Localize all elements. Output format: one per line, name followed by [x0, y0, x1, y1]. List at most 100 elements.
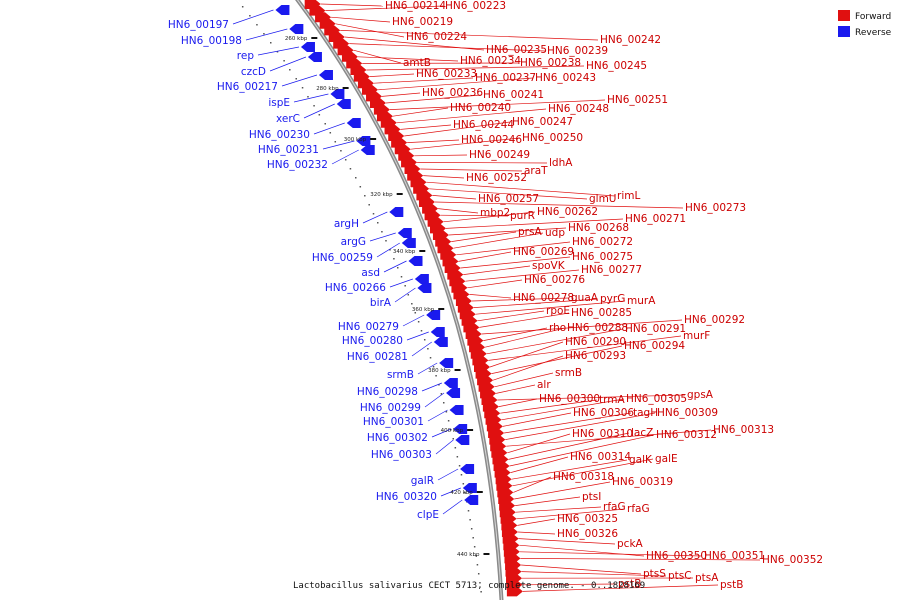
label-leader-line — [257, 46, 300, 56]
forward-gene-label: pstB — [720, 579, 743, 591]
label-leader-line — [417, 362, 438, 375]
label-leader-line — [445, 218, 624, 229]
label-leader-line — [331, 16, 391, 23]
tick-dot — [411, 303, 413, 305]
label-leader-line — [394, 287, 416, 303]
reverse-gene-arrow — [389, 207, 404, 217]
tick-dot — [435, 375, 437, 377]
tick-label: 420 kbp — [450, 490, 473, 496]
reverse-gene-label: HN6_00230 — [249, 129, 310, 141]
reverse-gene-arrow — [414, 274, 429, 284]
label-leader-line — [381, 92, 421, 97]
forward-gene-label: HN6_00312 — [656, 429, 717, 441]
label-leader-line — [377, 77, 534, 91]
reverse-gene-arrow — [300, 42, 315, 52]
forward-gene-label: HN6_00314 — [570, 451, 631, 463]
forward-gene-label: galE — [655, 453, 678, 465]
label-leader-line — [521, 564, 642, 575]
tick-dot — [249, 15, 251, 17]
forward-gene-label: HN6_00292 — [684, 314, 745, 326]
tick-dot — [404, 285, 406, 287]
label-leader-line — [385, 94, 482, 104]
tick-mark — [370, 138, 377, 140]
reverse-gene-label: HN6_00279 — [338, 321, 399, 333]
reverse-gene-arrow — [401, 238, 416, 248]
reverse-gene-arrow — [346, 118, 361, 128]
forward-gene-label: gpsA — [687, 389, 714, 401]
forward-gene-label: ptsA — [695, 572, 719, 584]
label-leader-line — [522, 583, 617, 586]
label-leader-line — [431, 428, 452, 438]
label-leader-line — [427, 409, 448, 422]
label-leader-line — [325, 5, 444, 11]
forward-gene-label: HN6_00248 — [548, 103, 609, 115]
forward-gene-label: ldhA — [549, 157, 573, 169]
label-leader-line — [512, 458, 654, 487]
forward-gene-label: HN6_00319 — [612, 476, 673, 488]
reverse-gene-label: HN6_00197 — [168, 19, 229, 31]
reverse-gene-arrow — [417, 283, 432, 293]
tick-dot — [372, 213, 375, 215]
reverse-gene-label: HN6_00232 — [267, 159, 328, 171]
label-leader-line — [362, 211, 388, 224]
reverse-gene-arrow — [330, 89, 345, 99]
reverse-gene-arrow — [464, 495, 479, 505]
label-leader-line — [414, 154, 468, 157]
forward-gene-label: HN6_00214 — [385, 0, 446, 12]
reverse-gene-label: HN6_00281 — [347, 351, 408, 363]
label-leader-line — [483, 327, 548, 341]
label-leader-line — [475, 300, 626, 315]
forward-gene-label: HN6_00313 — [713, 424, 774, 436]
label-leader-line — [481, 319, 683, 335]
forward-gene-label: HN6_00277 — [581, 264, 642, 276]
tick-dot — [324, 123, 326, 125]
forward-gene-label: srmB — [555, 367, 582, 379]
label-leader-line — [469, 294, 512, 299]
label-leader-line — [519, 551, 703, 557]
forward-gene-label: HN6_00239 — [547, 45, 608, 57]
label-leader-line — [521, 571, 667, 577]
reverse-gene-arrow — [307, 52, 322, 62]
tick-dot — [477, 573, 480, 575]
reverse-gene-arrow — [453, 424, 468, 434]
tick-dot — [460, 474, 463, 476]
forward-gene-label: HN6_00223 — [445, 0, 506, 12]
forward-gene-arrow — [506, 586, 523, 597]
forward-gene-label: HN6_00246 — [461, 134, 522, 146]
label-leader-line — [473, 298, 599, 308]
forward-gene-label: HN6_00262 — [537, 206, 598, 218]
label-leader-line — [506, 429, 712, 447]
tick-dot — [381, 231, 383, 233]
label-leader-line — [340, 30, 599, 41]
forward-gene-label: HN6_00272 — [572, 236, 633, 248]
tick-dot — [241, 6, 244, 8]
label-leader-line — [410, 137, 521, 150]
label-leader-line — [369, 73, 415, 77]
tick-dot — [340, 150, 342, 152]
forward-gene-label: spoVK — [532, 260, 566, 272]
tick-mark — [396, 193, 403, 195]
label-leader-line — [421, 382, 442, 392]
reverse-gene-arrow — [443, 378, 458, 388]
tick-dot — [396, 267, 399, 269]
label-leader-line — [426, 181, 616, 197]
forward-gene-label: HN6_00318 — [553, 471, 614, 483]
label-leader-line — [366, 65, 585, 71]
tick-dot — [307, 96, 309, 98]
forward-gene-label: HN6_00350 — [646, 550, 707, 562]
forward-gene-label: HN6_00242 — [600, 34, 661, 46]
label-leader-line — [383, 260, 407, 273]
forward-gene-label: glmU — [589, 193, 617, 205]
label-leader-line — [489, 341, 564, 368]
tick-label: 380 kbp — [428, 368, 451, 374]
forward-gene-label: HN6_00352 — [762, 554, 823, 566]
tick-mark — [483, 553, 490, 555]
label-leader-line — [507, 433, 571, 454]
label-leader-line — [520, 558, 761, 561]
legend-forward-label: Forward — [855, 12, 891, 22]
forward-gene-label: HN6_00276 — [524, 274, 585, 286]
forward-gene-label: HN6_00271 — [625, 213, 686, 225]
forward-gene-label: HN6_00290 — [565, 336, 626, 348]
tick-dot — [276, 51, 279, 53]
label-leader-line — [303, 103, 335, 119]
